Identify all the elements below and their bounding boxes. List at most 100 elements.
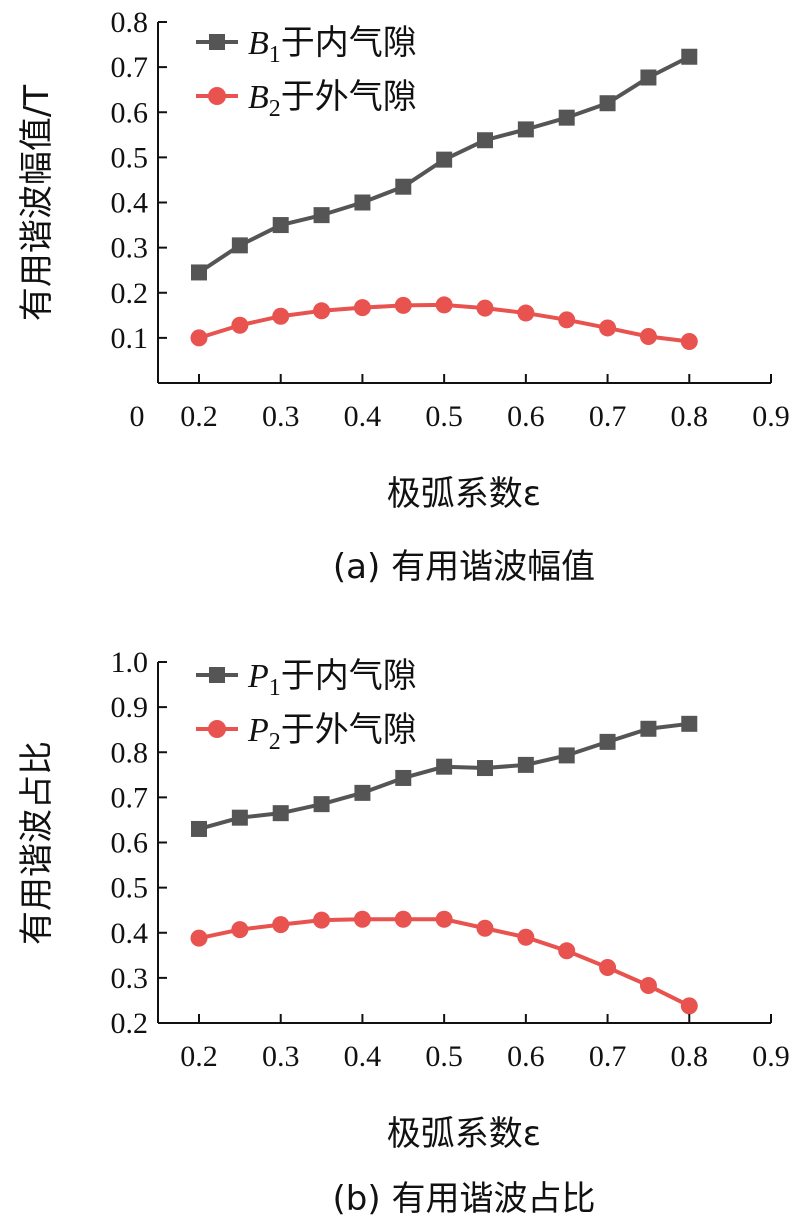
legend-rest: 于外气隙 (281, 710, 417, 750)
legend-subscript: 1 (269, 42, 281, 68)
caption-b: (b) 有用谐波占比 (333, 1179, 596, 1219)
legend-symbol: P (247, 658, 269, 695)
data-point-a-0-0 (191, 264, 207, 281)
legend-item-a-0: B1于内气隙 (196, 23, 417, 68)
axes-a (157, 22, 771, 384)
y-axis-label-a: 有用谐波幅值/T (17, 85, 57, 321)
x-tick-label: 0.2 (180, 1040, 218, 1073)
data-point-b-0-6 (436, 758, 453, 775)
data-point-a-1-2 (272, 307, 290, 325)
series-layer-a (190, 48, 698, 350)
data-point-a-0-5 (395, 178, 412, 195)
data-point-b-1-12 (680, 997, 698, 1015)
y-tick-label: 0.7 (111, 781, 149, 814)
x-ticks-b: 0.2 0.3 0.4 0.5 0.6 0.7 0.8 0.9 (180, 1014, 790, 1073)
x-tick-label: 0.4 (344, 1040, 382, 1073)
legend-marker-circle-icon (208, 87, 226, 105)
series-line-b-1 (198, 917, 691, 1008)
legend-marker-circle-icon (208, 720, 226, 738)
x-tick-label: 0.4 (344, 400, 382, 433)
legend-symbol: B (248, 25, 269, 62)
legend-symbol: B (248, 79, 269, 116)
y-tick-label: 0.8 (111, 736, 149, 769)
legend-marker-square-icon (209, 34, 225, 50)
x-tick-label: 0.8 (671, 400, 709, 433)
legend-subscript: 2 (269, 729, 281, 755)
x-tick-label: 0.3 (262, 1040, 300, 1073)
x-tick-label: 0.7 (589, 1040, 627, 1073)
caption-a: (a) 有用谐波幅值 (333, 547, 595, 587)
legend-item-a-1: B2于外气隙 (196, 77, 417, 122)
x-tick-label: 0.5 (425, 400, 463, 433)
data-point-b-0-0 (191, 820, 207, 837)
data-point-b-0-9 (558, 747, 575, 764)
x-ticks-a: 0 0.2 0.3 0.4 0.5 0.6 0.7 0.8 0.9 (130, 374, 790, 433)
y-tick-label: 0.5 (111, 141, 149, 174)
y-tick-label: 0.5 (111, 872, 149, 905)
data-point-b-1-7 (476, 919, 494, 937)
legend-symbol: P (247, 712, 269, 749)
data-point-b-0-1 (231, 809, 248, 826)
data-point-a-0-3 (313, 207, 330, 224)
legend-label-b-0: P1于内气隙 (247, 656, 417, 701)
data-point-b-1-6 (435, 910, 453, 928)
data-point-b-1-0 (190, 929, 208, 947)
legend-marker-square-icon (209, 667, 225, 683)
legend-rest: 于内气隙 (281, 656, 417, 696)
legend-subscript: 1 (269, 675, 281, 701)
data-point-b-1-9 (558, 942, 576, 960)
data-point-a-1-4 (353, 299, 371, 317)
x-tick-label: 0.3 (262, 400, 300, 433)
data-point-b-0-10 (599, 733, 616, 750)
y-tick-label: 0.2 (111, 1007, 149, 1040)
x-tick-label: 0.7 (589, 400, 627, 433)
data-point-a-0-6 (436, 151, 453, 168)
data-point-a-1-12 (680, 332, 698, 350)
chart-panel-b: 0.2 0.3 0.4 0.5 0.6 0.7 0.8 0.9 0.2 0.3 0.4 0.5 0.6… (17, 646, 790, 1219)
y-tick-label: 0.3 (111, 962, 149, 995)
data-point-b-0-2 (272, 805, 289, 822)
data-point-b-0-12 (681, 715, 698, 732)
data-point-a-1-8 (517, 304, 535, 322)
x-tick-label: 0.9 (752, 400, 790, 433)
data-point-a-0-9 (558, 109, 575, 126)
data-point-a-1-6 (435, 296, 453, 314)
data-point-a-1-5 (394, 296, 412, 314)
x-tick-label: 0.9 (752, 1040, 790, 1073)
data-point-b-1-11 (639, 977, 657, 995)
y-ticks-a: 0.1 0.2 0.3 0.4 0.5 0.6 0.7 0.8 (111, 6, 167, 355)
data-point-a-1-11 (639, 328, 657, 346)
data-point-b-1-5 (394, 910, 412, 928)
x-tick-label: 0.2 (180, 400, 218, 433)
y-tick-label: 1.0 (111, 646, 149, 679)
chart-panel-a: 0 0.2 0.3 0.4 0.5 0.6 0.7 0.8 0.9 0.10.20.30.40.… (17, 6, 790, 587)
y-tick-label: 0.9 (111, 691, 149, 724)
data-point-a-1-7 (476, 299, 494, 317)
data-point-a-0-10 (599, 95, 616, 112)
data-point-a-0-4 (354, 194, 371, 211)
y-tick-label: 0.4 (111, 917, 149, 950)
data-point-b-1-4 (353, 910, 371, 928)
data-point-b-0-11 (640, 720, 657, 737)
legend-label-a-0: B1于内气隙 (248, 23, 417, 68)
data-point-b-1-2 (272, 916, 290, 934)
data-point-a-1-3 (313, 302, 331, 320)
legend-item-b-0: P1于内气隙 (196, 656, 417, 701)
y-tick-label: 0.3 (111, 232, 149, 265)
series-layer-b (190, 715, 698, 1015)
legend-a: B1于内气隙 B2于外气隙 (196, 23, 417, 122)
x-tick-label: 0 (130, 400, 145, 433)
data-point-a-1-0 (190, 329, 208, 347)
legend-label-a-1: B2于外气隙 (248, 77, 417, 122)
data-point-a-0-11 (640, 69, 657, 86)
y-tick-label: 0.6 (111, 96, 149, 129)
data-point-a-0-12 (681, 48, 698, 65)
y-tick-label: 0.6 (111, 827, 149, 860)
x-tick-label: 0.6 (507, 400, 545, 433)
y-tick-label: 0.4 (111, 187, 149, 220)
x-axis-label-b: 极弧系数ε (387, 1114, 541, 1154)
data-point-b-1-1 (231, 921, 249, 939)
data-point-b-1-8 (517, 928, 535, 946)
y-tick-label: 0.7 (111, 51, 149, 84)
